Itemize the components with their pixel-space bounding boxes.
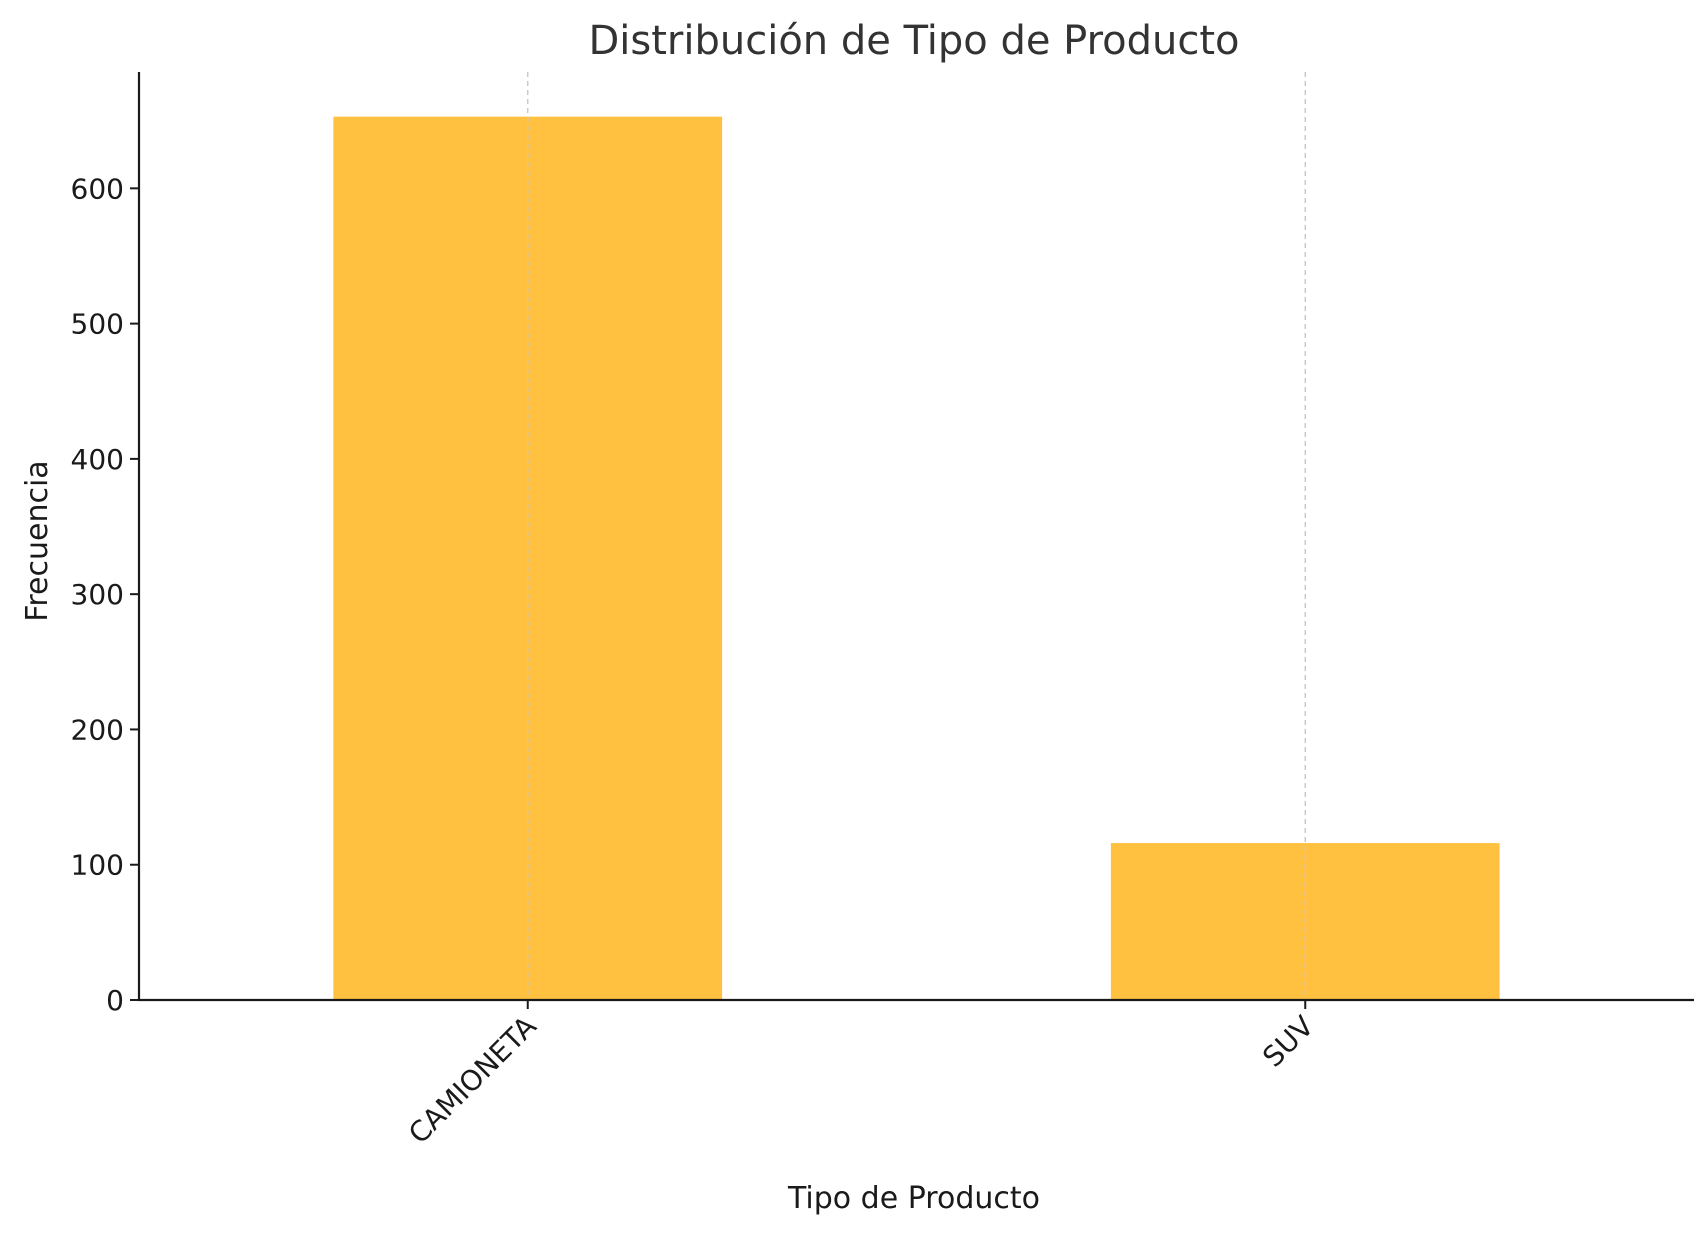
chart-title: Distribución de Tipo de Producto bbox=[588, 18, 1239, 64]
axes bbox=[137, 72, 1694, 1002]
y-axis-ticks: 0 100 200 300 400 500 600 bbox=[71, 172, 139, 1017]
y-tick-label: 100 bbox=[71, 849, 124, 882]
x-tick-label: SUV bbox=[1256, 1010, 1320, 1074]
y-tick-label: 200 bbox=[71, 713, 124, 746]
bars bbox=[333, 72, 1500, 1000]
y-tick-label: 500 bbox=[71, 308, 124, 341]
y-tick-label: 300 bbox=[71, 578, 124, 611]
x-axis-ticks: CAMIONETA SUV bbox=[402, 1000, 1320, 1150]
x-axis-label: Tipo de Producto bbox=[787, 1181, 1040, 1216]
y-axis-label: Frecuencia bbox=[20, 460, 55, 621]
x-tick-label: CAMIONETA bbox=[402, 1010, 543, 1151]
y-tick-label: 400 bbox=[71, 443, 124, 476]
y-tick-label: 0 bbox=[106, 984, 124, 1017]
y-tick-label: 600 bbox=[71, 172, 124, 205]
